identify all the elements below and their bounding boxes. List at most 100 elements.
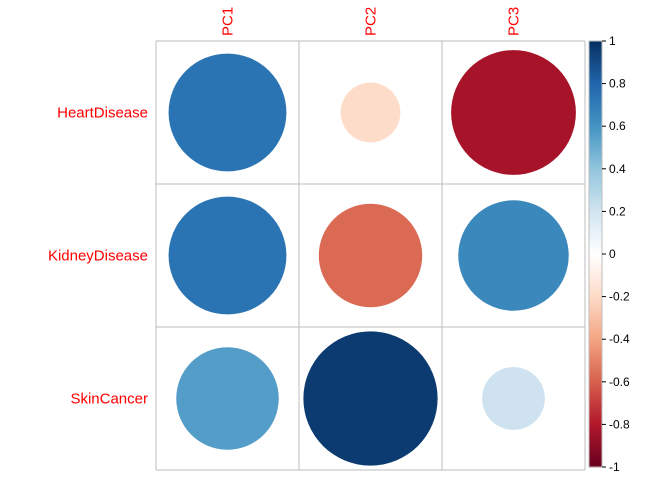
colorbar-segment <box>589 449 602 453</box>
colorbar-segment <box>589 386 602 389</box>
colorbar-segment <box>589 126 602 129</box>
colorbar-segment <box>589 320 602 323</box>
correlation-circle-HeartDisease-PC2 <box>340 82 401 143</box>
correlation-circle-SkinCancer-PC1 <box>176 347 279 450</box>
colorbar-segment <box>589 232 602 236</box>
colorbar-segment <box>589 241 602 244</box>
colorbar-segment <box>589 356 602 359</box>
row-label-SkinCancer: SkinCancer <box>70 391 148 408</box>
colorbar-segment <box>589 45 602 48</box>
colorbar-segment <box>589 115 602 119</box>
colorbar-segment <box>589 119 602 123</box>
colorbar-segment <box>589 243 602 247</box>
column-labels: PC1 PC2 PC3 <box>220 7 523 36</box>
colorbar-segment <box>589 100 602 104</box>
colorbar-segment <box>589 83 602 87</box>
colorbar-segment <box>589 311 602 315</box>
colorbar-segment <box>589 415 602 419</box>
colorbar-segment <box>589 362 602 366</box>
colorbar-segment <box>589 373 602 377</box>
colorbar-segment <box>589 366 602 370</box>
colorbar-segment <box>589 447 602 451</box>
colorbar-segment <box>589 47 602 51</box>
colorbar-segment <box>589 317 602 321</box>
colorbar-segment <box>589 292 602 296</box>
colorbar-segment <box>589 85 602 89</box>
colorbar-segment <box>589 394 602 398</box>
colorbar-segment <box>589 349 602 353</box>
colorbar-segment <box>589 190 602 193</box>
colorbar-segment <box>589 109 602 112</box>
colorbar-segment <box>589 245 602 249</box>
colorbar-segment <box>589 411 602 415</box>
colorbar-segment <box>589 407 602 411</box>
colorbar-segment <box>589 396 602 400</box>
colorbar-segment <box>589 49 602 53</box>
colorbar-segment <box>589 236 602 240</box>
colorbar-segment <box>589 92 602 95</box>
colorbar-segment <box>589 132 602 136</box>
colorbar-segment <box>589 268 602 272</box>
row-label-KidneyDisease: KidneyDisease <box>48 248 148 265</box>
colorbar-tick-label: 1 <box>609 34 616 48</box>
colorbar-segment <box>589 175 602 178</box>
colorbar-segment <box>589 194 602 198</box>
colorbar-segment <box>589 464 602 468</box>
colorbar-segment <box>589 153 602 157</box>
colorbar-segment <box>589 213 602 217</box>
colorbar-segment <box>589 452 602 455</box>
colorbar-segment <box>589 149 602 153</box>
grid <box>155 40 586 471</box>
colorbar-segment <box>589 211 602 215</box>
colorbar-segment <box>589 262 602 266</box>
colorbar-segment <box>589 143 602 146</box>
colorbar-segment <box>589 196 602 200</box>
colorbar-segment <box>589 281 602 285</box>
colorbar-segment <box>589 181 602 185</box>
colorbar-segment <box>589 298 602 302</box>
colorbar-tick-label: -0.6 <box>609 375 630 389</box>
colorbar-segment <box>589 328 602 332</box>
colorbar-segment <box>589 51 602 55</box>
colorbar-segment <box>589 64 602 68</box>
colorbar-segment <box>589 271 602 274</box>
colorbar-tick-label: 0.8 <box>609 77 626 91</box>
colorbar-segment <box>589 230 602 234</box>
colorbar-tick-label: -1 <box>609 460 620 474</box>
colorbar-segment <box>589 66 602 70</box>
colorbar-segment <box>589 222 602 225</box>
colorbar-segment <box>589 226 602 230</box>
colorbar-segment <box>589 58 602 61</box>
colorbar-segment <box>589 130 602 134</box>
colorbar-segment <box>589 383 602 387</box>
colorbar-segment <box>589 60 602 63</box>
colorbar-segment <box>589 266 602 270</box>
colorbar-segment <box>589 234 602 238</box>
colorbar: -1 -0.8 -0.6 -0.4 -0.2 0 0.2 0.4 0.6 0.8 1 <box>588 34 630 474</box>
colorbar-segment <box>589 98 602 102</box>
correlation-circle-KidneyDisease-PC3 <box>458 200 569 311</box>
colorbar-segment <box>589 89 602 93</box>
colorbar-segment <box>589 224 602 227</box>
column-label-PC3: PC3 <box>506 7 523 36</box>
row-label-HeartDisease: HeartDisease <box>57 105 148 122</box>
colorbar-segment <box>589 454 602 457</box>
colorbar-segment <box>589 275 602 279</box>
colorbar-segment <box>589 351 602 355</box>
colorbar-segment <box>589 141 602 144</box>
colorbar-segment <box>589 398 602 402</box>
colorbar-segment <box>589 170 602 174</box>
colorbar-segment <box>589 164 602 168</box>
colorbar-segment <box>589 428 602 432</box>
colorbar-segment <box>589 41 602 44</box>
correlation-circle-SkinCancer-PC2 <box>303 331 438 466</box>
colorbar-segment <box>589 113 602 117</box>
colorbar-segment <box>589 55 602 59</box>
colorbar-segment <box>589 77 602 80</box>
colorbar-segment <box>589 228 602 232</box>
colorbar-segment <box>589 445 602 449</box>
colorbar-segment <box>589 285 602 289</box>
correlation-circle-KidneyDisease-PC1 <box>168 196 287 315</box>
colorbar-segment <box>589 334 602 338</box>
